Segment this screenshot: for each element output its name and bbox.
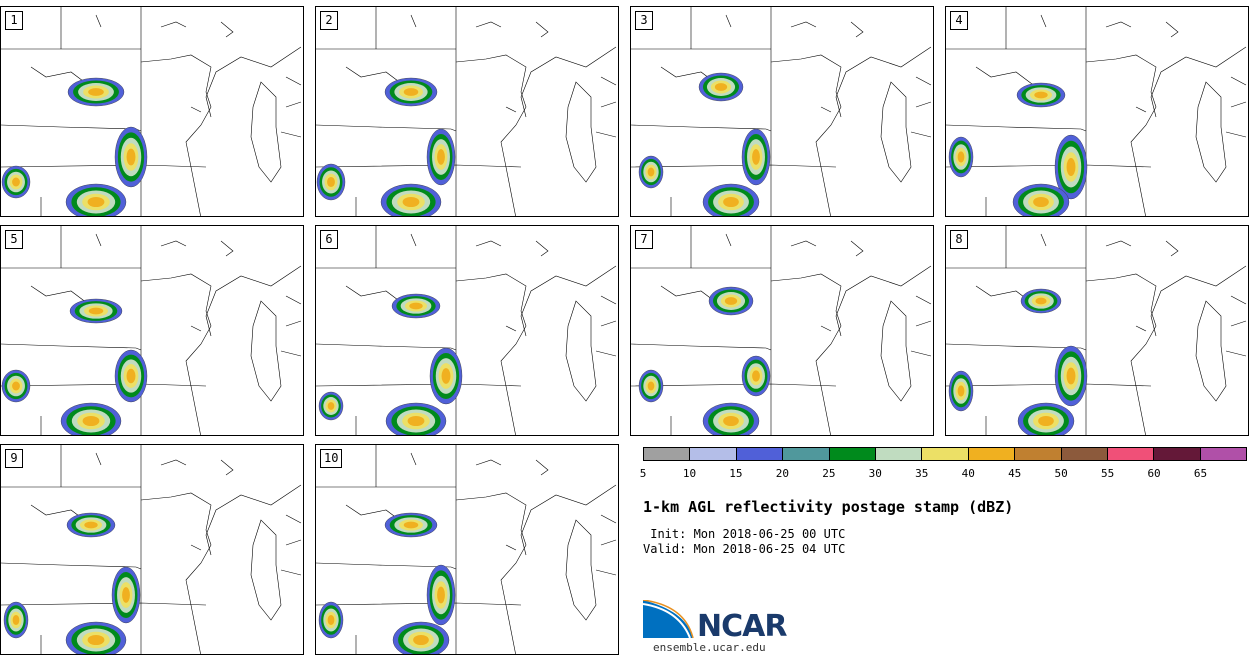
- colorbar-tick-label: 45: [1008, 467, 1022, 480]
- colorbar-tick-label: 35: [915, 467, 929, 480]
- panel-9: 9: [0, 444, 304, 655]
- panel-4: 4: [945, 6, 1249, 217]
- reflectivity-map: [1, 445, 302, 654]
- member-number: 10: [320, 449, 343, 468]
- colorbar-swatch: [690, 448, 737, 460]
- init-time: Init: Mon 2018-06-25 00 UTC: [643, 527, 846, 541]
- chart-title: 1-km AGL reflectivity postage stamp (dBZ…: [643, 498, 1014, 516]
- colorbar-swatch: [783, 448, 830, 460]
- member-number: 7: [635, 230, 653, 249]
- member-number: 9: [5, 449, 23, 468]
- colorbar-swatch: [1200, 448, 1247, 460]
- reflectivity-map: [316, 445, 617, 654]
- reflectivity-map: [1, 7, 302, 216]
- member-number: 5: [5, 230, 23, 249]
- panel-7: 7: [630, 225, 934, 436]
- colorbar-tick-label: 15: [729, 467, 743, 480]
- colorbar-tick-label: 65: [1193, 467, 1208, 480]
- colorbar-tick-label: 5: [639, 467, 647, 480]
- reflectivity-map: [631, 7, 932, 216]
- panel-2: 2: [315, 6, 619, 217]
- colorbar-tick-label: 50: [1054, 467, 1068, 480]
- colorbar-swatch: [1015, 448, 1062, 460]
- member-number: 2: [320, 11, 338, 30]
- panel-8: 8: [945, 225, 1249, 436]
- reflectivity-map: [316, 226, 617, 435]
- reflectivity-map: [946, 7, 1247, 216]
- reflectivity-map: [316, 7, 617, 216]
- logo-text: NCAR: [697, 609, 787, 644]
- colorbar-swatch: [829, 448, 876, 460]
- colorbar-tick-label: 55: [1100, 467, 1115, 480]
- panel-1: 1: [0, 6, 304, 217]
- colorbar-tick-label: 25: [822, 467, 836, 480]
- reflectivity-map: [946, 226, 1247, 435]
- member-number: 3: [635, 11, 653, 30]
- panel-6: 6: [315, 225, 619, 436]
- panel-5: 5: [0, 225, 304, 436]
- colorbar-tick-label: 10: [682, 467, 697, 480]
- member-number: 1: [5, 11, 23, 30]
- ensemble-url: ensemble.ucar.edu: [653, 641, 766, 654]
- valid-time: Valid: Mon 2018-06-25 04 UTC: [643, 542, 846, 556]
- member-number: 4: [950, 11, 968, 30]
- reflectivity-map: [1, 226, 302, 435]
- reflectivity-map: [631, 226, 932, 435]
- member-number: 6: [320, 230, 338, 249]
- reflectivity-colorbar: [643, 447, 1247, 461]
- colorbar-tick-label: 30: [868, 467, 882, 480]
- colorbar-tick-label: 60: [1147, 467, 1161, 480]
- colorbar-swatch: [1154, 448, 1201, 460]
- colorbar-swatch: [1107, 448, 1155, 460]
- member-number: 8: [950, 230, 968, 249]
- colorbar-tick-label: 40: [961, 467, 975, 480]
- colorbar-swatch: [736, 448, 784, 460]
- panel-3: 3: [630, 6, 934, 217]
- panel-10: 10: [315, 444, 619, 655]
- colorbar-swatch: [1061, 448, 1108, 460]
- colorbar-swatch: [968, 448, 1016, 460]
- colorbar-swatch: [644, 448, 691, 460]
- ncar-logo: [643, 600, 694, 639]
- colorbar-swatch: [922, 448, 969, 460]
- colorbar-tick-label: 20: [775, 467, 789, 480]
- colorbar-swatch: [875, 448, 923, 460]
